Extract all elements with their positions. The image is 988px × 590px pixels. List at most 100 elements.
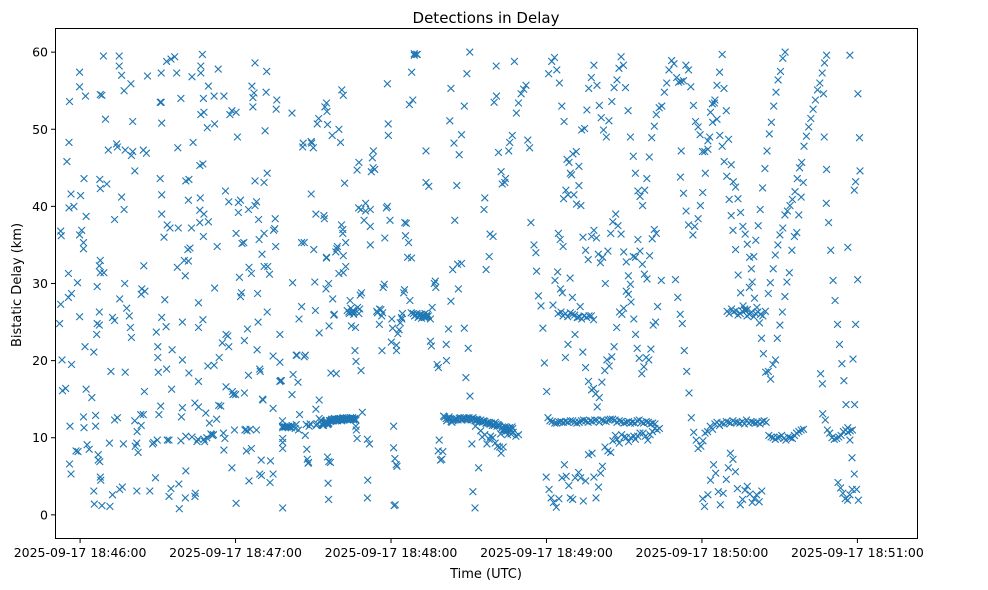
data-point <box>608 415 617 423</box>
data-point <box>131 167 139 175</box>
data-point <box>576 302 584 311</box>
data-point <box>81 342 89 351</box>
data-point <box>662 79 671 87</box>
data-point <box>243 325 252 333</box>
data-point <box>217 402 225 410</box>
data-point <box>96 184 105 193</box>
data-point <box>401 218 409 227</box>
data-point <box>631 253 640 262</box>
data-point <box>584 84 593 93</box>
data-point <box>115 295 124 303</box>
data-point <box>70 202 78 211</box>
data-point <box>447 297 455 305</box>
data-point <box>323 453 332 461</box>
x-axis-label: Time (UTC) <box>449 567 522 582</box>
data-point <box>633 417 641 425</box>
data-point <box>157 119 166 127</box>
data-point <box>413 50 421 59</box>
data-point <box>262 88 270 96</box>
data-point <box>383 80 392 88</box>
data-point <box>724 464 733 472</box>
data-point <box>509 428 518 437</box>
data-point <box>392 460 400 469</box>
data-point <box>561 353 570 362</box>
data-point <box>736 501 745 509</box>
data-point <box>555 494 563 503</box>
data-point <box>197 110 205 119</box>
data-point <box>80 174 88 183</box>
data-point <box>120 205 128 214</box>
data-point <box>553 268 562 276</box>
data-point <box>590 226 598 235</box>
data-point <box>324 495 333 504</box>
data-point <box>619 61 628 69</box>
data-point <box>626 280 635 289</box>
data-point <box>460 102 469 110</box>
data-point <box>679 189 688 198</box>
data-point <box>361 207 370 215</box>
data-point <box>391 454 399 463</box>
data-point <box>618 310 626 319</box>
data-point <box>799 178 808 187</box>
data-point <box>514 430 523 439</box>
data-point <box>65 97 74 106</box>
data-point <box>389 422 398 430</box>
data-point <box>621 83 630 92</box>
data-point <box>619 304 628 312</box>
data-point <box>63 157 71 166</box>
data-point <box>140 387 149 396</box>
data-point <box>76 191 85 200</box>
data-point <box>55 319 64 328</box>
data-point <box>715 68 724 76</box>
data-markers <box>55 48 864 513</box>
data-point <box>297 302 306 311</box>
data-point <box>306 420 314 428</box>
data-point <box>694 214 702 223</box>
x-tick-label: 2025-09-17 18:50:00 <box>636 545 769 560</box>
data-point <box>547 57 556 66</box>
data-point <box>157 69 165 77</box>
data-point <box>512 109 521 117</box>
data-point <box>604 247 612 255</box>
data-point <box>624 272 633 280</box>
data-point <box>407 254 416 262</box>
data-point <box>367 167 376 176</box>
data-point <box>226 110 234 119</box>
data-point <box>255 365 264 373</box>
data-point <box>181 494 190 502</box>
data-point <box>546 417 554 425</box>
data-point <box>759 349 768 358</box>
data-point <box>278 504 287 512</box>
data-point <box>562 186 570 194</box>
data-point <box>249 93 257 102</box>
data-point <box>691 117 700 126</box>
data-point <box>525 144 534 152</box>
data-point <box>204 218 213 226</box>
data-point <box>96 473 105 481</box>
data-point <box>684 66 693 74</box>
data-point <box>352 426 361 434</box>
data-point <box>67 470 75 478</box>
data-point <box>98 91 106 100</box>
y-tick-label: 0 <box>40 507 48 522</box>
data-point <box>638 260 647 268</box>
data-point <box>75 68 84 76</box>
data-point <box>699 437 707 445</box>
data-point <box>797 193 805 201</box>
data-point <box>704 145 712 154</box>
data-point <box>460 324 469 332</box>
data-point <box>357 205 365 214</box>
data-point <box>824 218 833 227</box>
data-point <box>303 445 311 454</box>
data-point <box>395 326 403 334</box>
data-point <box>571 330 579 339</box>
data-point <box>519 85 528 93</box>
data-point <box>731 467 740 476</box>
data-point <box>247 444 256 453</box>
data-point <box>238 239 246 248</box>
x-tick-label: 2025-09-17 18:48:00 <box>325 545 458 560</box>
data-point <box>230 390 238 398</box>
data-point <box>352 357 360 366</box>
data-point <box>709 460 718 469</box>
data-point <box>138 285 146 293</box>
